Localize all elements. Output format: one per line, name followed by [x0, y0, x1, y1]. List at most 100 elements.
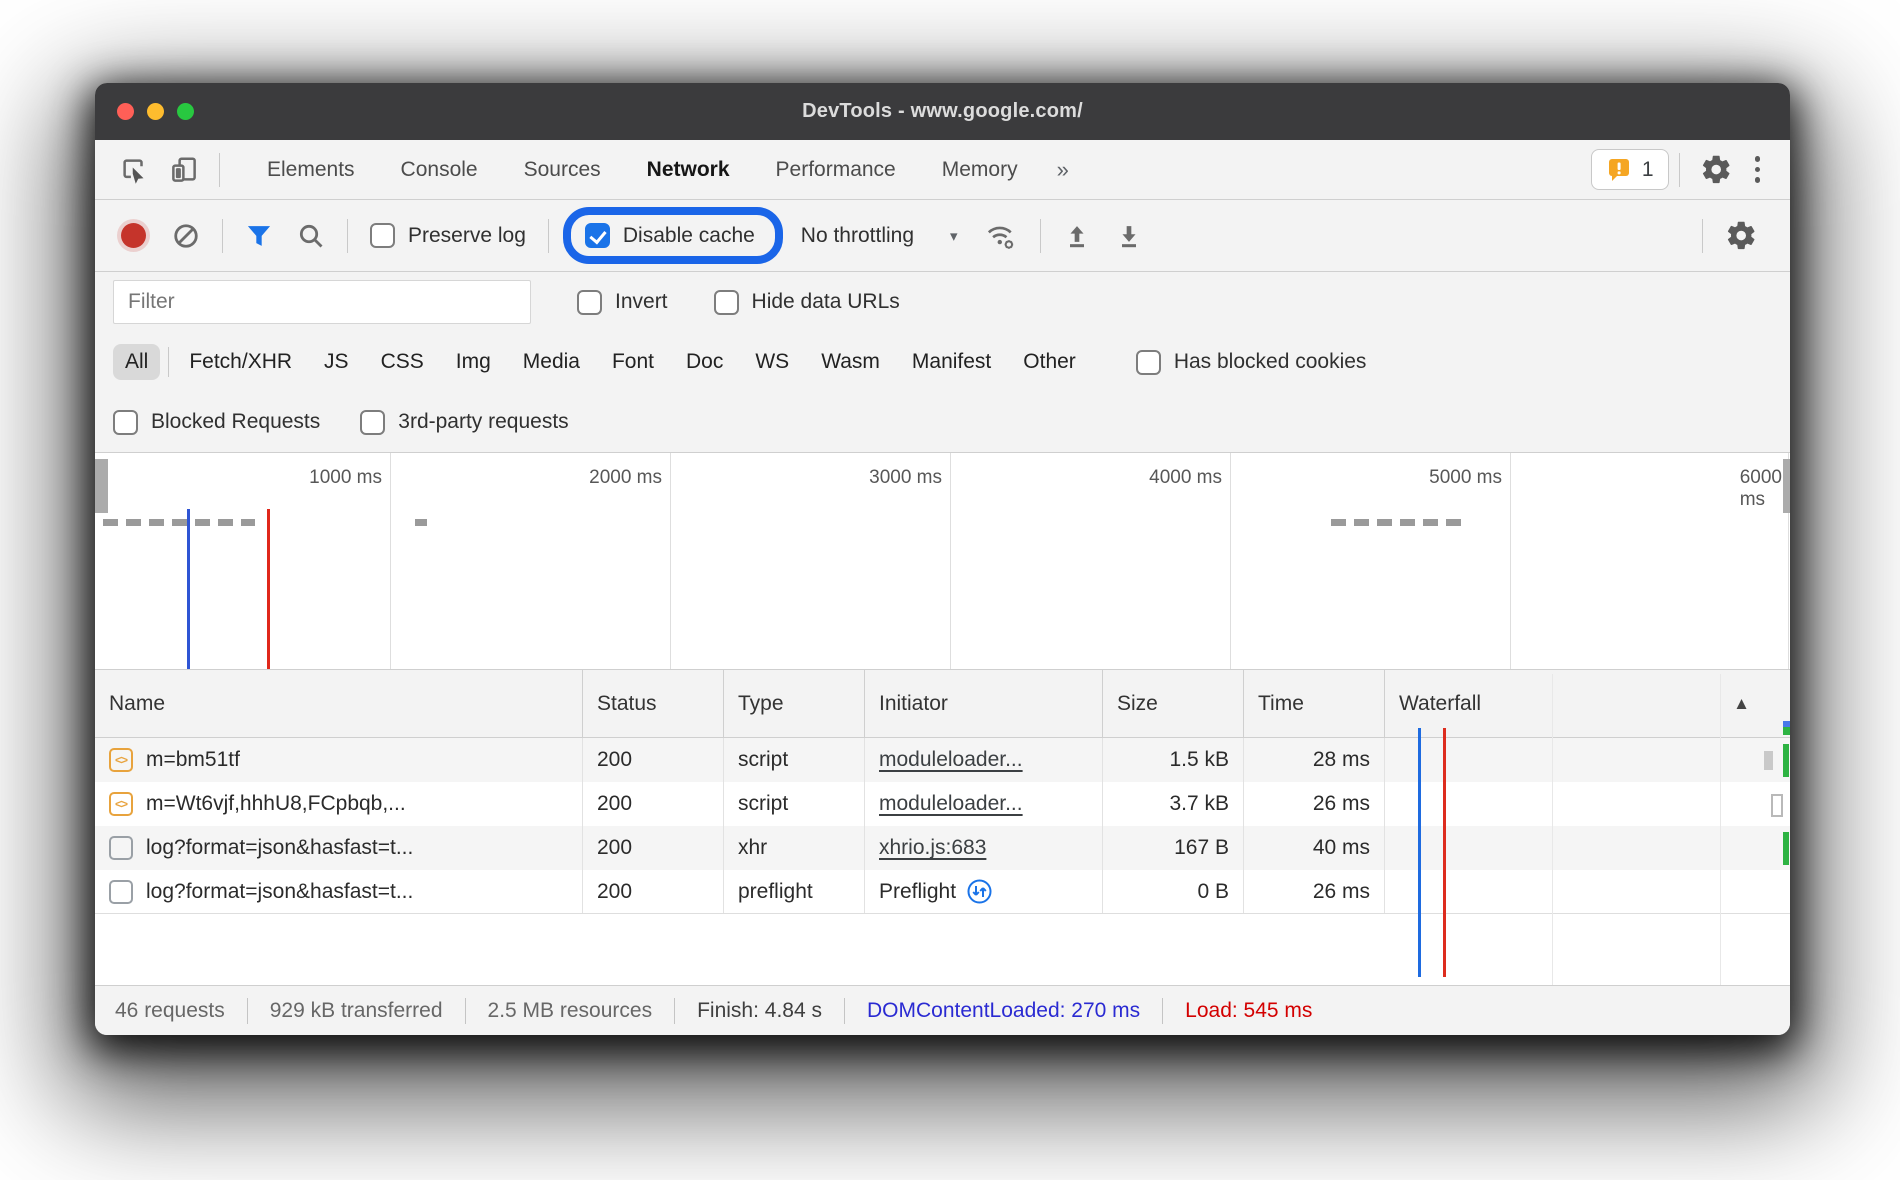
network-overview-timeline[interactable]: 1000 ms 2000 ms 3000 ms 4000 ms 5000 ms …	[95, 452, 1790, 670]
has-blocked-cookies-control: Has blocked cookies	[1135, 349, 1366, 375]
clear-icon	[172, 222, 200, 250]
table-row[interactable]: log?format=json&hasfast=t... 200 preflig…	[95, 870, 1790, 914]
issues-badge[interactable]: 1	[1590, 149, 1669, 190]
search-button[interactable]	[285, 222, 337, 250]
timeline-gridline	[390, 453, 391, 669]
kebab-menu-button[interactable]	[1743, 156, 1773, 183]
initiator-link[interactable]: moduleloader...	[879, 792, 1023, 815]
divider	[844, 997, 845, 1024]
settings-button[interactable]	[1690, 153, 1743, 186]
request-type: preflight	[724, 870, 865, 913]
chip-js[interactable]: JS	[324, 350, 349, 373]
minimize-window-button[interactable]	[147, 103, 164, 120]
chip-wasm[interactable]: Wasm	[821, 350, 880, 373]
record-button[interactable]	[121, 223, 146, 248]
divider	[674, 997, 676, 1024]
close-window-button[interactable]	[117, 103, 134, 120]
inspect-element-button[interactable]	[109, 140, 159, 199]
timeline-tick: 1000 ms	[309, 467, 382, 488]
filter-input[interactable]	[113, 280, 531, 324]
waterfall-dcl-line	[1418, 728, 1421, 977]
chip-font[interactable]: Font	[611, 350, 654, 373]
table-row[interactable]: <> m=bm51tf 200 script moduleloader... 1…	[95, 738, 1790, 782]
titlebar: DevTools - www.google.com/	[95, 83, 1790, 140]
timeline-gridline	[1510, 453, 1511, 669]
timeline-dcl-marker	[187, 509, 190, 669]
initiator-preflight[interactable]: Preflight	[879, 879, 957, 903]
request-size: 0 B	[1103, 870, 1244, 913]
waterfall-load-line	[1443, 728, 1446, 977]
tab-console[interactable]: Console	[400, 157, 478, 181]
network-conditions-button[interactable]	[972, 221, 1030, 251]
waterfall-flag	[1783, 727, 1790, 735]
divider	[547, 218, 549, 253]
device-toolbar-button[interactable]	[159, 140, 209, 199]
timeline-tick: 4000 ms	[1149, 467, 1222, 488]
tab-elements[interactable]: Elements	[267, 157, 355, 181]
table-header-row: Name Status Type Initiator Size Time Wat…	[95, 670, 1790, 738]
import-har-button[interactable]	[1051, 222, 1103, 250]
chip-css[interactable]: CSS	[380, 350, 424, 373]
summary-statusbar: 46 requests 929 kB transferred 2.5 MB re…	[95, 985, 1790, 1035]
timeline-tick: 2000 ms	[589, 467, 662, 488]
file-icon	[109, 836, 133, 860]
file-icon	[109, 879, 133, 904]
timeline-left-handle[interactable]	[95, 459, 108, 513]
chip-img[interactable]: Img	[455, 350, 491, 373]
transferred-summary: 929 kB transferred	[269, 998, 443, 1022]
network-settings-button[interactable]	[1713, 219, 1770, 252]
tab-network[interactable]: Network	[646, 157, 730, 181]
chip-manifest[interactable]: Manifest	[911, 350, 992, 373]
preserve-log-control: Preserve log	[358, 223, 538, 248]
timeline-load-marker	[267, 509, 270, 669]
chip-media[interactable]: Media	[522, 350, 580, 373]
chip-ws[interactable]: WS	[755, 350, 790, 373]
waterfall-gridline	[1552, 674, 1553, 985]
request-status: 200	[583, 870, 724, 913]
tab-memory[interactable]: Memory	[941, 157, 1018, 181]
chip-all[interactable]: All	[113, 344, 161, 380]
chip-doc[interactable]: Doc	[686, 350, 724, 373]
sort-asc-icon: ▲	[1733, 693, 1750, 713]
invert-label: Invert	[615, 290, 668, 313]
issues-count: 1	[1641, 157, 1654, 181]
table-row[interactable]: <> m=Wt6vjf,hhhU8,FCpbqb,... 200 script …	[95, 782, 1790, 826]
chevron-down-icon: ▾	[950, 227, 958, 245]
preserve-log-checkbox[interactable]	[370, 223, 395, 248]
request-type: script	[724, 782, 865, 826]
clear-button[interactable]	[160, 222, 212, 250]
waterfall-bar-green	[1783, 832, 1789, 865]
request-size: 1.5 kB	[1103, 738, 1244, 782]
tab-sources[interactable]: Sources	[523, 157, 601, 181]
column-header-initiator[interactable]: Initiator	[865, 670, 1103, 737]
throttling-select[interactable]: No throttling ▾	[787, 224, 972, 248]
table-row[interactable]: log?format=json&hasfast=t... 200 xhr xhr…	[95, 826, 1790, 870]
initiator-link[interactable]: moduleloader...	[879, 748, 1023, 771]
column-header-status[interactable]: Status	[583, 670, 724, 737]
export-har-button[interactable]	[1103, 222, 1155, 250]
filter-toggle-button[interactable]	[233, 222, 285, 250]
hide-data-urls-checkbox[interactable]	[713, 289, 739, 315]
blocked-requests-checkbox[interactable]	[113, 409, 138, 435]
zoom-window-button[interactable]	[177, 103, 194, 120]
column-header-time[interactable]: Time	[1244, 670, 1385, 737]
has-blocked-cookies-checkbox[interactable]	[1135, 349, 1161, 375]
timeline-right-handle[interactable]	[1783, 459, 1790, 513]
column-header-size[interactable]: Size	[1103, 670, 1244, 737]
initiator-link[interactable]: xhrio.js:683	[879, 836, 987, 859]
issues-icon	[1606, 156, 1632, 183]
chip-fetch-xhr[interactable]: Fetch/XHR	[189, 350, 293, 373]
timeline-activity-bar	[415, 519, 427, 526]
chip-other[interactable]: Other	[1023, 350, 1076, 373]
request-status: 200	[583, 738, 724, 782]
invert-checkbox[interactable]	[577, 289, 602, 315]
column-header-type[interactable]: Type	[724, 670, 865, 737]
disable-cache-checkbox[interactable]	[584, 223, 610, 248]
column-header-name[interactable]: Name	[95, 670, 583, 737]
tab-performance[interactable]: Performance	[775, 157, 896, 181]
column-header-waterfall[interactable]: Waterfall ▲	[1399, 691, 1750, 715]
device-toolbar-icon	[169, 155, 199, 185]
more-tabs-button[interactable]: »	[1056, 156, 1069, 182]
third-party-checkbox[interactable]	[360, 409, 386, 435]
divider	[1702, 218, 1703, 253]
